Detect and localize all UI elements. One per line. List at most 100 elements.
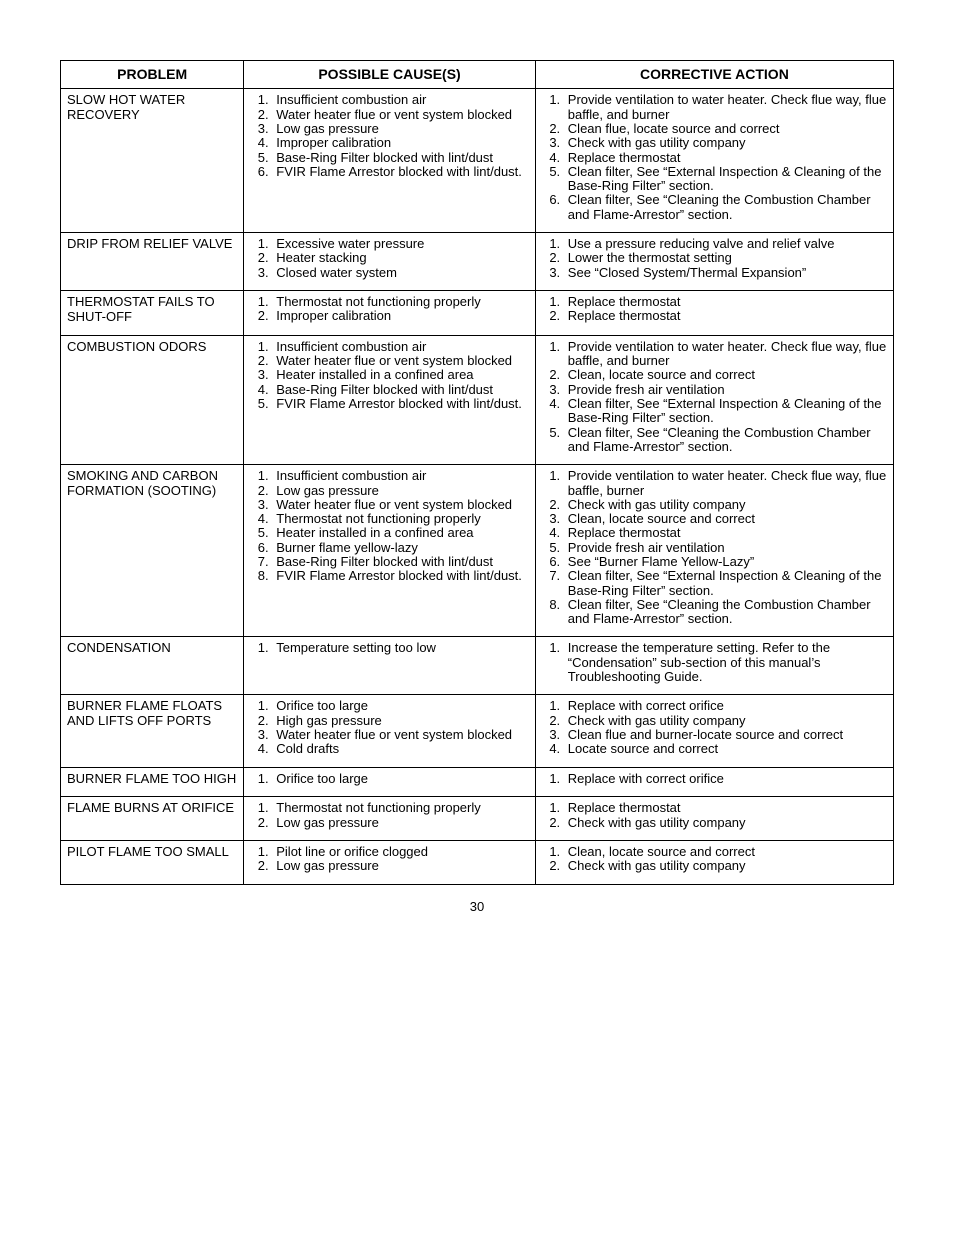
- list-item: Provide ventilation to water heater. Che…: [564, 469, 887, 498]
- action-list: Replace with correct orificeCheck with g…: [542, 699, 887, 756]
- problem-cell: THERMOSTAT FAILS TO SHUT-OFF: [61, 290, 244, 335]
- cause-cell: Insufficient combustion airWater heater …: [244, 89, 536, 233]
- header-problem: PROBLEM: [61, 61, 244, 89]
- list-item: Locate source and correct: [564, 742, 887, 756]
- list-item: Check with gas utility company: [564, 136, 887, 150]
- action-list: Provide ventilation to water heater. Che…: [542, 93, 887, 222]
- list-item: Water heater flue or vent system blocked: [272, 498, 529, 512]
- list-item: Provide ventilation to water heater. Che…: [564, 340, 887, 369]
- problem-text: SMOKING AND CARBON FORMATION (SOOTING): [67, 469, 237, 499]
- header-action: CORRECTIVE ACTION: [535, 61, 893, 89]
- list-item: Check with gas utility company: [564, 498, 887, 512]
- cause-list: Pilot line or orifice cloggedLow gas pre…: [250, 845, 529, 874]
- table-row: FLAME BURNS AT ORIFICEThermostat not fun…: [61, 797, 894, 841]
- list-item: Insufficient combustion air: [272, 469, 529, 483]
- list-item: FVIR Flame Arrestor blocked with lint/du…: [272, 165, 529, 179]
- list-item: Provide fresh air ventilation: [564, 383, 887, 397]
- table-body: SLOW HOT WATER RECOVERY Insufficient comb…: [61, 89, 894, 884]
- list-item: Provide ventilation to water heater. Che…: [564, 93, 887, 122]
- list-item: Improper calibration: [272, 136, 529, 150]
- list-item: See “Closed System/Thermal Expansion”: [564, 266, 887, 280]
- cause-list: Insufficient combustion airWater heater …: [250, 93, 529, 179]
- action-cell: Replace with correct orificeCheck with g…: [535, 695, 893, 767]
- action-list: Clean, locate source and correctCheck wi…: [542, 845, 887, 874]
- list-item: Closed water system: [272, 266, 529, 280]
- list-item: Clean filter, See “External Inspection &…: [564, 569, 887, 598]
- list-item: Check with gas utility company: [564, 714, 887, 728]
- list-item: Cold drafts: [272, 742, 529, 756]
- list-item: Thermostat not functioning properly: [272, 801, 529, 815]
- table-row: COMBUSTION ODORS Insufficient combustion …: [61, 335, 894, 464]
- action-list: Replace thermostatCheck with gas utility…: [542, 801, 887, 830]
- list-item: Clean, locate source and correct: [564, 845, 887, 859]
- cause-cell: Temperature setting too low: [244, 637, 536, 695]
- list-item: Replace thermostat: [564, 151, 887, 165]
- list-item: Base-Ring Filter blocked with lint/dust: [272, 383, 529, 397]
- problem-text: SLOW HOT WATER RECOVERY: [67, 93, 237, 123]
- cause-cell: Excessive water pressureHeater stackingC…: [244, 233, 536, 291]
- action-cell: Replace thermostatCheck with gas utility…: [535, 797, 893, 841]
- list-item: High gas pressure: [272, 714, 529, 728]
- table-row: PILOT FLAME TOO SMALL Pilot line or orifi…: [61, 841, 894, 885]
- list-item: Insufficient combustion air: [272, 340, 529, 354]
- list-item: Low gas pressure: [272, 816, 529, 830]
- list-item: Clean, locate source and correct: [564, 368, 887, 382]
- list-item: Heater stacking: [272, 251, 529, 265]
- cause-list: Thermostat not functioning properlyLow g…: [250, 801, 529, 830]
- list-item: Replace thermostat: [564, 526, 887, 540]
- list-item: Low gas pressure: [272, 859, 529, 873]
- list-item: Check with gas utility company: [564, 816, 887, 830]
- problem-text: BURNER FLAME FLOATS AND LIFTS OFF PORTS: [67, 699, 237, 729]
- list-item: Low gas pressure: [272, 122, 529, 136]
- cause-list: Excessive water pressureHeater stackingC…: [250, 237, 529, 280]
- cause-cell: Pilot line or orifice cloggedLow gas pre…: [244, 841, 536, 885]
- list-item: Water heater flue or vent system blocked: [272, 354, 529, 368]
- troubleshooting-table: PROBLEM POSSIBLE CAUSE(S) CORRECTIVE ACT…: [60, 60, 894, 885]
- action-list: Increase the temperature setting. Refer …: [542, 641, 887, 684]
- action-cell: Replace with correct orifice: [535, 767, 893, 797]
- cause-cell: Orifice too largeHigh gas pressureWater …: [244, 695, 536, 767]
- problem-cell: BURNER FLAME FLOATS AND LIFTS OFF PORTS: [61, 695, 244, 767]
- table-row: SMOKING AND CARBON FORMATION (SOOTING) In…: [61, 465, 894, 637]
- list-item: Replace thermostat: [564, 801, 887, 815]
- problem-cell: COMBUSTION ODORS: [61, 335, 244, 464]
- list-item: Thermostat not functioning properly: [272, 295, 529, 309]
- action-list: Replace thermostatReplace thermostat: [542, 295, 887, 324]
- action-cell: Provide ventilation to water heater. Che…: [535, 89, 893, 233]
- list-item: Low gas pressure: [272, 484, 529, 498]
- list-item: Heater installed in a confined area: [272, 526, 529, 540]
- action-list: Provide ventilation to water heater. Che…: [542, 340, 887, 454]
- action-cell: Replace thermostatReplace thermostat: [535, 290, 893, 335]
- action-list: Provide ventilation to water heater. Che…: [542, 469, 887, 626]
- cause-cell: Insufficient combustion airWater heater …: [244, 335, 536, 464]
- list-item: Excessive water pressure: [272, 237, 529, 251]
- action-cell: Clean, locate source and correctCheck wi…: [535, 841, 893, 885]
- action-list: Replace with correct orifice: [542, 772, 887, 786]
- cause-cell: Orifice too large: [244, 767, 536, 797]
- problem-text: PILOT FLAME TOO SMALL: [67, 845, 237, 860]
- page-number: 30: [60, 899, 894, 914]
- list-item: Clean filter, See “External Inspection &…: [564, 165, 887, 194]
- list-item: Check with gas utility company: [564, 859, 887, 873]
- action-list: Use a pressure reducing valve and relief…: [542, 237, 887, 280]
- table-row: SLOW HOT WATER RECOVERY Insufficient comb…: [61, 89, 894, 233]
- action-cell: Increase the temperature setting. Refer …: [535, 637, 893, 695]
- list-item: Clean, locate source and correct: [564, 512, 887, 526]
- list-item: Base-Ring Filter blocked with lint/dust: [272, 555, 529, 569]
- problem-cell: FLAME BURNS AT ORIFICE: [61, 797, 244, 841]
- list-item: Pilot line or orifice clogged: [272, 845, 529, 859]
- list-item: Use a pressure reducing valve and relief…: [564, 237, 887, 251]
- action-cell: Provide ventilation to water heater. Che…: [535, 335, 893, 464]
- problem-cell: PILOT FLAME TOO SMALL: [61, 841, 244, 885]
- list-item: Thermostat not functioning properly: [272, 512, 529, 526]
- list-item: Provide fresh air ventilation: [564, 541, 887, 555]
- list-item: Lower the thermostat setting: [564, 251, 887, 265]
- list-item: FVIR Flame Arrestor blocked with lint/du…: [272, 569, 529, 583]
- problem-text: THERMOSTAT FAILS TO SHUT-OFF: [67, 295, 237, 325]
- list-item: Replace with correct orifice: [564, 772, 887, 786]
- table-row: BURNER FLAME TOO HIGHOrifice too largeRe…: [61, 767, 894, 797]
- problem-text: CONDENSATION: [67, 641, 237, 656]
- problem-text: COMBUSTION ODORS: [67, 340, 237, 355]
- list-item: Clean filter, See “Cleaning the Combusti…: [564, 193, 887, 222]
- action-cell: Provide ventilation to water heater. Che…: [535, 465, 893, 637]
